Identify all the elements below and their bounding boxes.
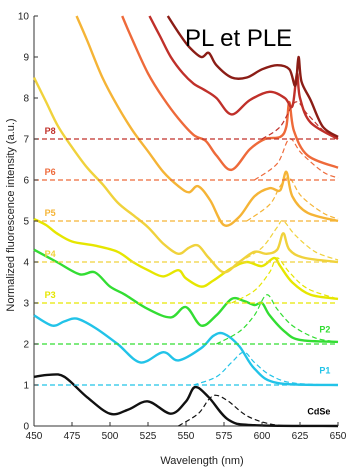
y-tick-label: 9 [23, 53, 29, 64]
x-axis-label: Wavelength (nm) [160, 455, 243, 467]
y-tick-label: 6 [23, 176, 29, 187]
pl-curve-p4 [238, 220, 339, 263]
x-tick-label: 525 [140, 431, 157, 442]
x-tick-label: 625 [292, 431, 309, 442]
ple-curve-p5 [75, 15, 339, 227]
pl-curve-p2 [216, 294, 339, 345]
y-tick-label: 1 [23, 381, 29, 392]
series-label-p4: P4 [45, 249, 56, 259]
y-tick-label: 7 [23, 135, 29, 146]
x-tick-label: 600 [254, 431, 271, 442]
x-tick-label: 450 [26, 431, 43, 442]
series-label-cdse: CdSe [307, 407, 330, 417]
series-label-p2: P2 [319, 325, 330, 335]
x-tick-label: 650 [330, 431, 346, 442]
pl-curve-p5 [246, 177, 339, 222]
y-tick-label: 5 [23, 217, 29, 228]
y-tick-label: 8 [23, 94, 29, 105]
y-tick-label: 4 [23, 258, 29, 269]
series-label-p3: P3 [45, 290, 56, 300]
x-tick-label: 575 [216, 431, 233, 442]
ple-curve-cdse [33, 373, 339, 428]
label-layer: P8 P6 P5 P4 P3 P2 P1 CdSe [45, 126, 331, 416]
ticks-layer: 450 475 500 525 550 575 600 625 650 0 1 2 3 4 5 6 7 8 9 10 [18, 12, 346, 443]
series-layer [32, 15, 339, 428]
ple-curve-p4 [32, 76, 339, 274]
chart-title: PL et PLE [185, 25, 292, 52]
y-tick-label: 10 [18, 12, 30, 23]
pl-curve-cdse [178, 394, 293, 427]
pl-curve-p6 [254, 138, 339, 181]
y-tick-label: 0 [23, 422, 29, 433]
y-tick-label: 2 [23, 340, 29, 351]
y-tick-label: 3 [23, 299, 29, 310]
ple-curve-p8-top [166, 15, 339, 138]
ple-curve-p2 [33, 248, 339, 344]
x-tick-label: 550 [178, 431, 195, 442]
pl-curve-p1 [193, 351, 339, 386]
series-label-p6: P6 [45, 167, 56, 177]
ple-curve-p3 [33, 217, 339, 301]
series-label-p5: P5 [45, 208, 56, 218]
series-label-p1: P1 [319, 366, 330, 376]
ple-curve-p1 [33, 314, 339, 387]
y-axis-label: Normalized fluorescence intensity (a.u.) [5, 118, 17, 311]
pl-curve-p3 [231, 257, 339, 304]
series-label-p8: P8 [45, 126, 56, 136]
x-tick-label: 500 [102, 431, 119, 442]
ple-curve-p8 [148, 15, 339, 141]
x-tick-label: 475 [64, 431, 81, 442]
